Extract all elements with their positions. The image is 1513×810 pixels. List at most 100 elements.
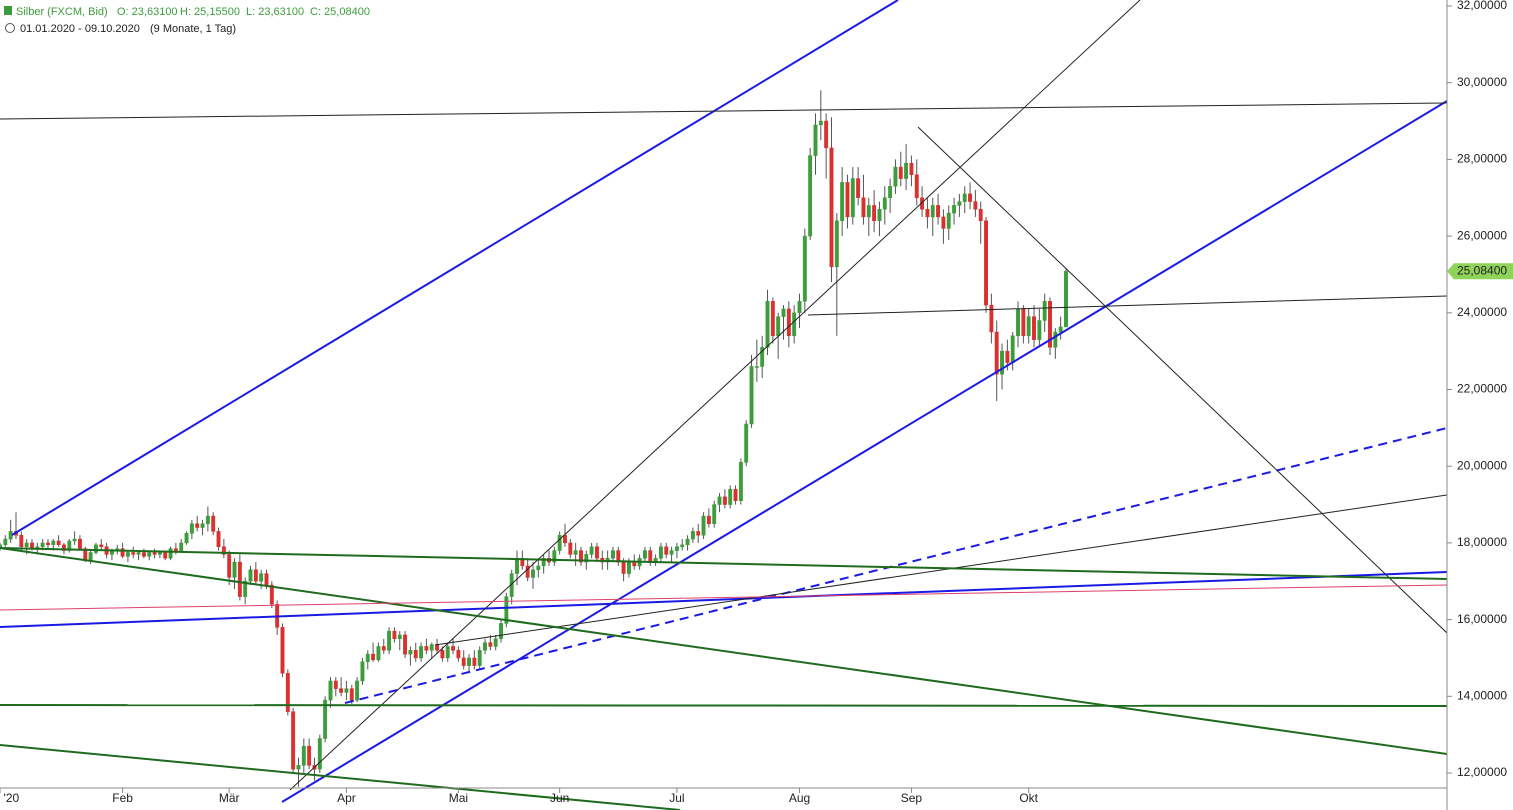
candle-body	[776, 316, 781, 337]
trend-line	[344, 427, 1447, 704]
candle-body	[195, 523, 200, 528]
candle-body	[200, 523, 205, 528]
candle-body	[392, 630, 397, 640]
candle-body	[973, 201, 978, 210]
candle-body	[147, 552, 152, 557]
candle-body	[264, 573, 269, 586]
candle-body	[611, 550, 615, 559]
candle-body	[0, 544, 2, 547]
candle-body	[360, 661, 365, 682]
y-tick-label: 12,00000	[1457, 765, 1507, 779]
candle-body	[499, 623, 503, 640]
candle-body	[909, 162, 914, 175]
candle-body	[978, 209, 983, 222]
candle-body	[573, 550, 578, 555]
candle-body	[259, 573, 264, 582]
candle-body	[280, 627, 285, 674]
candle-body	[754, 366, 759, 368]
candle-body	[579, 550, 583, 563]
candle-body	[253, 569, 258, 582]
candle-body	[749, 366, 754, 425]
candle-body	[488, 642, 493, 647]
candle-body	[216, 531, 221, 547]
candle-body	[568, 542, 573, 555]
trend-line	[0, 704, 1447, 707]
candle-body	[424, 646, 429, 651]
candle-body	[429, 644, 434, 651]
period: (9 Monate, 1 Tag)	[150, 23, 236, 35]
candle-body	[696, 531, 701, 536]
candle-body	[413, 650, 418, 659]
trend-line	[0, 584, 1447, 611]
candle-body	[173, 548, 178, 551]
candle-body	[904, 162, 909, 179]
candle-body	[845, 182, 850, 218]
x-tick-label: Okt	[1019, 791, 1038, 805]
candle-body	[531, 569, 535, 578]
candle-body	[51, 540, 56, 546]
candle-body	[461, 657, 466, 666]
y-tick-label: 26,00000	[1457, 228, 1507, 242]
candle-body	[813, 124, 818, 156]
candle-body	[898, 166, 903, 179]
x-tick-label: Jul	[669, 791, 684, 805]
candle-body	[664, 546, 669, 555]
trend-line	[281, 100, 1447, 803]
candle-body	[584, 554, 589, 563]
candle-body	[1010, 335, 1015, 363]
candle-body	[872, 205, 877, 222]
candle-body	[472, 657, 477, 666]
candle-body	[1016, 308, 1020, 337]
candle-body	[738, 462, 743, 501]
candle-body	[184, 533, 189, 544]
candle-body	[3, 538, 8, 546]
candle-body	[770, 301, 775, 337]
candle-body	[493, 638, 498, 647]
trend-lines	[0, 0, 1447, 810]
candle-body	[536, 565, 541, 570]
candle-body	[221, 546, 226, 555]
candle-body	[232, 561, 237, 578]
trend-line	[0, 547, 1447, 755]
candle-body	[1058, 326, 1063, 333]
candle-body	[1005, 350, 1010, 363]
candle-body	[456, 650, 461, 659]
open-label: O: 23,63100	[117, 6, 178, 18]
candle-body	[131, 552, 136, 555]
candle-body	[829, 147, 834, 268]
candle-body	[1064, 270, 1068, 328]
candle-body	[690, 531, 695, 540]
candle-body	[722, 496, 727, 505]
candle-body	[856, 178, 861, 198]
candle-body	[1053, 331, 1058, 348]
candle-body	[483, 642, 487, 651]
candle-body	[877, 209, 882, 222]
candle-body	[99, 544, 104, 547]
candle-body	[435, 644, 440, 651]
candle-body	[445, 646, 450, 659]
candle-body	[419, 646, 424, 659]
trend-line	[0, 102, 1447, 120]
candle-body	[850, 178, 855, 218]
y-tick-label: 18,00000	[1457, 535, 1507, 549]
trend-line	[807, 295, 1447, 316]
x-tick-label: Aug	[789, 791, 810, 805]
candle-body	[781, 308, 786, 317]
candle-body	[387, 630, 392, 651]
candle-body	[62, 544, 66, 551]
last-price-label: 25,08400	[1457, 263, 1507, 277]
candle-body	[72, 538, 77, 542]
candle-body	[451, 646, 456, 651]
candle-body	[344, 688, 349, 693]
candle-body	[1026, 316, 1031, 337]
candle-body	[557, 534, 562, 551]
candle-body	[440, 650, 445, 659]
candle-body	[301, 745, 306, 766]
candle-body	[296, 765, 301, 770]
candle-body	[674, 546, 679, 551]
candle-body	[78, 538, 82, 549]
candle-body	[642, 550, 647, 559]
